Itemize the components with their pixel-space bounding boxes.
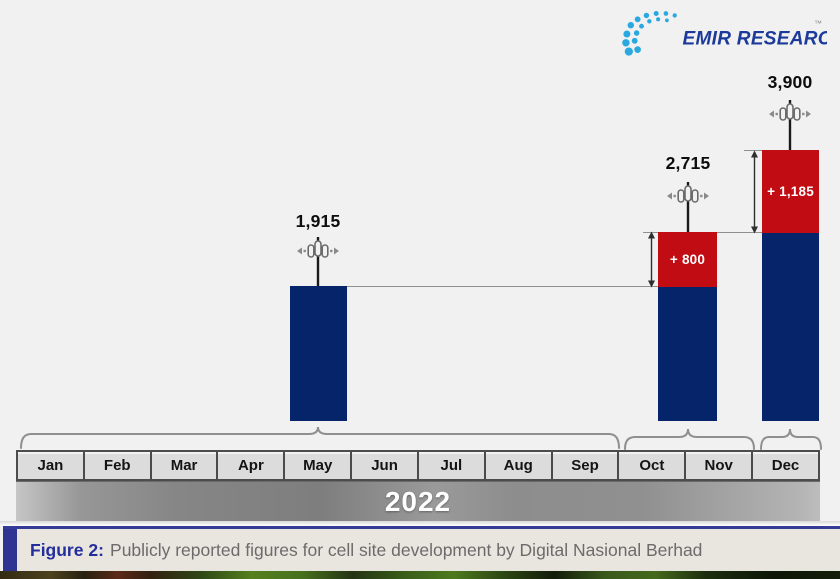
month-cell-dec: Dec xyxy=(751,452,818,479)
month-axis: Jan Feb Mar Apr May Jun Jul Aug Sep Oct … xyxy=(16,450,820,481)
cropped-photo-strip xyxy=(0,571,840,579)
arrow-tick-oct xyxy=(643,232,658,233)
bar-dec-increase: + 1,185 xyxy=(762,150,819,233)
level-line-2715 xyxy=(717,232,762,233)
level-line-1915 xyxy=(347,286,658,287)
brace-dec xyxy=(760,428,822,450)
month-cell-jan: Jan xyxy=(18,452,83,479)
brace-oct-nov xyxy=(624,428,755,450)
cell-tower-icon xyxy=(297,237,339,287)
month-cell-feb: Feb xyxy=(82,452,150,479)
month-cell-jul: Jul xyxy=(416,452,484,479)
year-label: 2022 xyxy=(384,486,452,517)
logo-swirl-icon xyxy=(622,10,677,56)
emir-research-logo: EMIR RESEARCH ™ xyxy=(622,10,827,56)
bar-oct-base xyxy=(658,287,717,421)
caption-accent-bar xyxy=(3,529,17,571)
brace-jan-sep xyxy=(20,426,620,449)
cell-tower-icon xyxy=(667,182,709,232)
bar-oct-increase: + 800 xyxy=(658,232,717,287)
logo-text: EMIR RESEARCH xyxy=(683,29,827,50)
caption-body: Publicly reported figures for cell site … xyxy=(110,539,703,560)
month-cell-oct: Oct xyxy=(617,452,684,479)
bar-may-base xyxy=(290,286,347,421)
total-label-dec: 3,900 xyxy=(767,72,813,92)
cell-tower-icon xyxy=(769,100,811,150)
year-band: 2022 xyxy=(16,481,820,522)
arrow-tick-dec xyxy=(744,150,762,151)
total-label-may: 1,915 xyxy=(295,211,341,231)
month-cell-mar: Mar xyxy=(149,452,217,479)
band-bottom-edge xyxy=(0,521,840,526)
month-cell-aug: Aug xyxy=(483,452,551,479)
total-label-oct-nov: 2,715 xyxy=(665,153,711,173)
figure-caption: Figure 2: Publicly reported figures for c… xyxy=(3,526,840,571)
month-cell-sep: Sep xyxy=(550,452,618,479)
caption-prefix: Figure 2: xyxy=(30,539,104,560)
bar-dec-base xyxy=(762,233,819,421)
month-cell-apr: Apr xyxy=(216,452,283,479)
month-cell-jun: Jun xyxy=(350,452,417,479)
caption-text: Figure 2: Publicly reported figures for c… xyxy=(30,540,702,561)
month-cell-may: May xyxy=(283,452,350,479)
month-cell-nov: Nov xyxy=(684,452,751,479)
increment-label-oct: + 800 xyxy=(669,252,706,267)
logo-tm: ™ xyxy=(814,19,822,28)
increment-label-dec: + 1,185 xyxy=(767,184,814,199)
increase-arrow-dec xyxy=(751,150,758,234)
increase-arrow-oct xyxy=(648,231,655,288)
